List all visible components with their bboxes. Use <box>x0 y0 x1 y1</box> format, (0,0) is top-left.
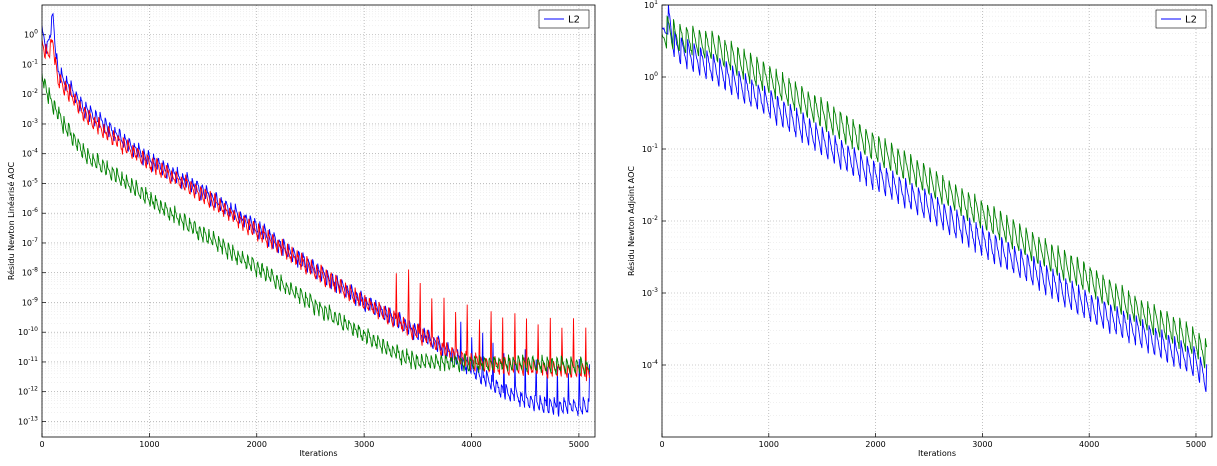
x-tick-label: 1000 <box>139 440 159 449</box>
chart-1: 10-1310-1210-1110-1010-910-810-710-610-5… <box>6 4 596 458</box>
x-tick-label: 2000 <box>865 440 885 449</box>
legend: L2 <box>1155 9 1207 29</box>
x-tick-label: 3000 <box>972 440 992 449</box>
x-tick-label: 5000 <box>569 440 589 449</box>
x-axis-label: Iterations <box>299 449 337 458</box>
plot-frame <box>41 4 596 438</box>
y-tick-label: 10-1 <box>642 143 658 154</box>
y-axis-label: Résidu Newton Linéarisé AOC <box>6 161 16 280</box>
legend-entry: L2 <box>568 15 580 26</box>
x-tick-label: 0 <box>659 440 664 449</box>
x-tick-label: 4000 <box>1079 440 1099 449</box>
x-tick-label: 4000 <box>461 440 481 449</box>
series-line-3 <box>42 73 591 375</box>
chart-2: 10-4 10-3 10-2 10-1 100 101 0 1000 2000 3000 4000 5… <box>626 0 1213 458</box>
series-line-2 <box>42 38 591 382</box>
x-axis-label: Iterations <box>918 449 956 458</box>
series-line-2 <box>662 15 1208 369</box>
y-axis-label: Résidu Newton Adjoint AOC <box>626 166 636 276</box>
y-tick-label: 10-3 <box>642 287 658 298</box>
y-tick-label: 10-9 <box>22 296 38 307</box>
x-tick-label: 2000 <box>247 440 267 449</box>
y-tick-label: 10-5 <box>22 177 38 188</box>
x-tick-label: 3000 <box>354 440 374 449</box>
y-tick-label: 10-7 <box>22 237 38 248</box>
y-tick-label: 10-4 <box>642 359 658 370</box>
x-tick-label: 1000 <box>759 440 779 449</box>
plot-frame <box>661 4 1213 438</box>
y-tick-label: 10-2 <box>22 88 38 99</box>
y-tick-label: 10-13 <box>18 415 38 426</box>
y-tick-label: 10-4 <box>22 148 38 159</box>
y-tick-label: 10-2 <box>642 215 658 226</box>
y-tick-label: 10-8 <box>22 267 38 278</box>
y-tick-label: 10-12 <box>18 386 38 397</box>
y-tick-label: 101 <box>644 0 658 10</box>
y-tick-label: 10-6 <box>22 207 38 218</box>
y-tick-label: 10-3 <box>22 118 38 129</box>
x-tick-label: 0 <box>39 440 44 449</box>
y-tick-label: 100 <box>644 71 658 82</box>
x-tick-label: 5000 <box>1186 440 1206 449</box>
y-tick-label: 10-1 <box>22 58 38 69</box>
legend: L2 <box>538 9 590 29</box>
y-tick-label: 100 <box>24 29 38 40</box>
y-tick-label: 10-11 <box>18 356 38 367</box>
y-tick-label: 10-10 <box>18 326 38 337</box>
series-line-1 <box>662 5 1208 393</box>
plot-area <box>42 5 595 437</box>
legend-entry: L2 <box>1185 15 1197 26</box>
